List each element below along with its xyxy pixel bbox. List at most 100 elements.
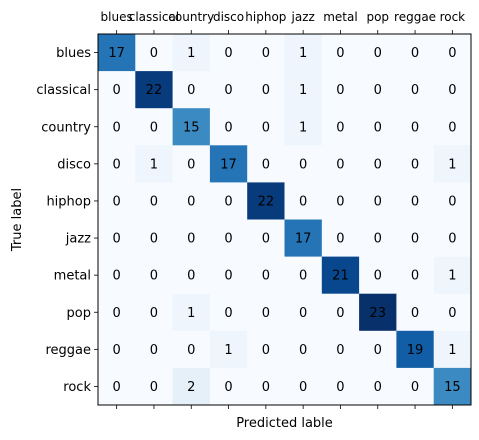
heatmap-cell <box>321 71 360 109</box>
cell-value-label: 17 <box>108 46 125 61</box>
heatmap-cell <box>172 71 211 109</box>
heatmap-cell <box>321 256 360 295</box>
y-tick-label: disco <box>57 157 91 172</box>
cell-value-label: 0 <box>299 194 307 209</box>
heatmap-cell <box>98 108 136 146</box>
cell-value-label: 1 <box>187 46 195 61</box>
cell-value-label: 0 <box>411 380 419 395</box>
cell-value-label: 0 <box>224 306 232 321</box>
cell-value-label: 0 <box>224 46 232 61</box>
cell-value-label: 0 <box>336 194 344 209</box>
heatmap-cell <box>396 330 435 369</box>
cell-value-label: 1 <box>150 157 158 172</box>
heatmap-cell <box>284 219 323 258</box>
heatmap-cell <box>433 108 472 146</box>
heatmap-cell <box>433 145 472 183</box>
cell-value-label: 0 <box>336 46 344 61</box>
x-tick-label: disco <box>213 10 244 24</box>
heatmap-cell <box>321 293 360 332</box>
cell-value-label: 0 <box>113 232 121 247</box>
cell-value-label: 0 <box>187 269 195 284</box>
cell-value-label: 0 <box>336 120 344 135</box>
cell-value-label: 0 <box>336 83 344 98</box>
heatmap-cell <box>396 182 435 220</box>
heatmap-cell <box>172 367 211 406</box>
cell-value-label: 0 <box>448 46 456 61</box>
heatmap-cell <box>284 34 323 72</box>
y-tick-label: reggae <box>45 343 91 358</box>
heatmap-cell <box>98 256 136 295</box>
cell-value-label: 0 <box>187 83 195 98</box>
x-tick-label: classical <box>129 10 179 24</box>
cell-value-label: 22 <box>258 194 275 209</box>
cell-value-label: 0 <box>113 157 121 172</box>
cell-value-label: 0 <box>374 46 382 61</box>
heatmap-cell <box>396 256 435 295</box>
cell-value-label: 0 <box>150 269 158 284</box>
cell-value-label: 0 <box>448 120 456 135</box>
heatmap-cell <box>359 182 397 220</box>
heatmap-cell <box>98 367 136 406</box>
cell-value-label: 1 <box>299 120 307 135</box>
cell-value-label: 0 <box>374 232 382 247</box>
cell-value-label: 15 <box>183 120 200 135</box>
heatmap-cell <box>247 71 285 109</box>
heatmap-cell <box>396 71 435 109</box>
cell-value-label: 0 <box>448 194 456 209</box>
heatmap-cell <box>321 145 360 183</box>
plot-frame <box>97 33 472 406</box>
cell-value-label: 0 <box>150 120 158 135</box>
cell-value-label: 0 <box>411 120 419 135</box>
cell-value-label: 1 <box>448 157 456 172</box>
cell-value-label: 0 <box>150 380 158 395</box>
cell-value-label: 0 <box>224 120 232 135</box>
cell-value-label: 0 <box>411 306 419 321</box>
cell-value-label: 0 <box>150 46 158 61</box>
heatmap-cell <box>359 256 397 295</box>
heatmap-cell <box>247 330 285 369</box>
heatmap-cell <box>209 330 248 369</box>
cell-value-label: 0 <box>150 343 158 358</box>
heatmap-cell <box>209 108 248 146</box>
heatmap-cell <box>396 219 435 258</box>
cell-value-label: 0 <box>113 380 121 395</box>
cell-value-label: 0 <box>224 232 232 247</box>
cell-value-label: 0 <box>262 120 270 135</box>
cell-value-label: 0 <box>150 194 158 209</box>
cell-value-label: 0 <box>113 306 121 321</box>
heatmap-cell <box>321 34 360 72</box>
heatmap-cell <box>98 71 136 109</box>
heatmap-cell <box>209 367 248 406</box>
heatmap-cell <box>359 219 397 258</box>
y-tick-label: classical <box>36 83 91 98</box>
cell-value-label: 0 <box>113 343 121 358</box>
heatmap-cell <box>396 108 435 146</box>
cell-value-label: 23 <box>369 306 386 321</box>
cell-value-label: 0 <box>224 194 232 209</box>
cell-value-label: 0 <box>113 120 121 135</box>
heatmap-cell <box>321 367 360 406</box>
cell-value-label: 0 <box>299 157 307 172</box>
y-tick-label: blues <box>56 46 91 61</box>
heatmap-cell <box>209 293 248 332</box>
heatmap-cell <box>172 330 211 369</box>
cell-value-label: 1 <box>187 306 195 321</box>
heatmap-cell <box>135 34 174 72</box>
cell-value-label: 0 <box>299 306 307 321</box>
heatmap-cell <box>396 367 435 406</box>
heatmap-cell <box>135 145 174 183</box>
heatmap-cell <box>98 182 136 220</box>
heatmap-cell <box>433 34 472 72</box>
heatmap-cell <box>98 145 136 183</box>
heatmap-cell <box>247 293 285 332</box>
cell-value-label: 0 <box>262 46 270 61</box>
heatmap-cell <box>284 256 323 295</box>
heatmap-cell <box>433 182 472 220</box>
heatmap-cell <box>135 293 174 332</box>
heatmap-cell <box>433 293 472 332</box>
heatmap-cell <box>247 182 285 220</box>
cell-value-label: 1 <box>448 269 456 284</box>
cell-value-label: 0 <box>262 157 270 172</box>
cell-value-label: 21 <box>332 269 349 284</box>
cell-value-label: 1 <box>299 46 307 61</box>
